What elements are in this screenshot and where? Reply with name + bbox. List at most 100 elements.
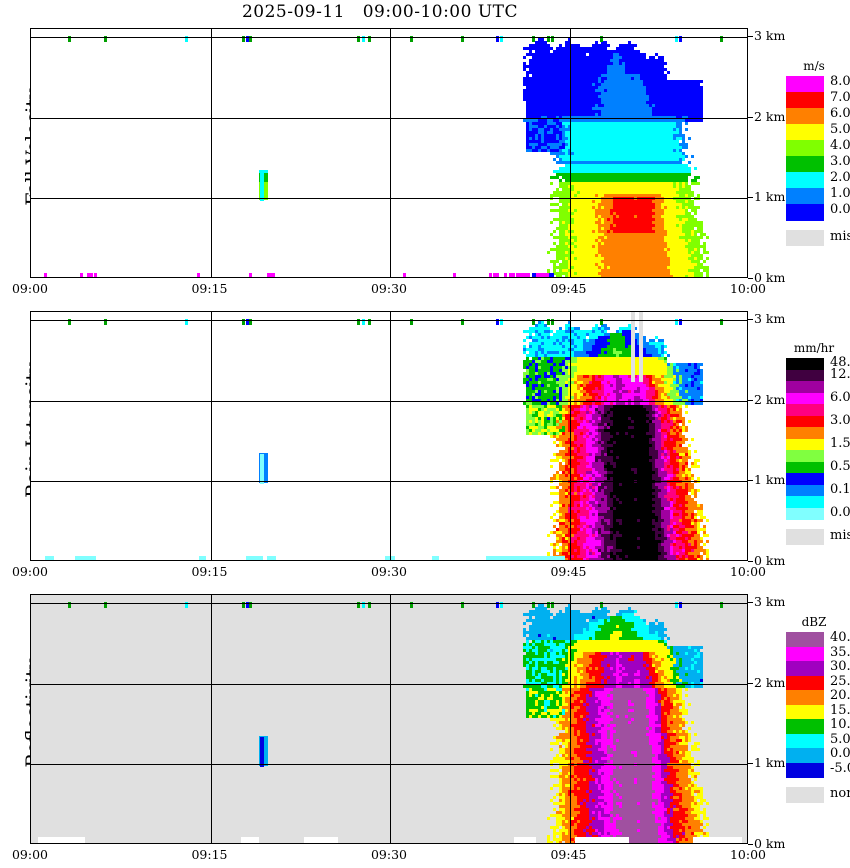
legend-tick-label: 7.0 (830, 90, 850, 105)
legend-swatch (786, 358, 824, 371)
legend-tick-label: 6.0 (830, 389, 850, 405)
legend-swatch (786, 204, 824, 221)
x-tick-label: 09:45 (550, 564, 587, 579)
legend-swatch (786, 733, 824, 749)
legend-swatch (786, 762, 824, 778)
y-tick-mark (748, 682, 753, 684)
figure-title: 2025-09-11 09:00-10:00 UTC (241, 2, 519, 22)
gridline-v-2 (390, 595, 391, 843)
y-tick-mark (748, 116, 753, 118)
gridline-h-3km (31, 320, 747, 321)
legend-swatch (786, 646, 824, 662)
gridline-h-2km (31, 401, 747, 402)
legend-swatch (786, 369, 824, 382)
legend-missing-swatch (786, 787, 824, 803)
legend-tick-label: 5.0 (830, 731, 850, 747)
legend-swatch (786, 438, 824, 451)
legend-tick-label: 0.0 (830, 504, 850, 520)
legend-tick-label: 0.1 (830, 481, 850, 497)
y-tick-label: 1 km (754, 755, 786, 771)
legend-tick-label: -5.0 (830, 760, 850, 776)
legend-swatch (786, 473, 824, 486)
legend-swatch (786, 719, 824, 735)
legend-tick-label: 35.0 (830, 644, 850, 660)
legend-tick-label: 25.0 (830, 673, 850, 689)
gridline-h-3km (31, 603, 747, 604)
y-tick-label: 2 km (754, 674, 786, 690)
y-tick-label: 3 km (754, 311, 786, 327)
legend-swatch (786, 140, 824, 157)
legend-tick-label: 4.0 (830, 138, 850, 153)
legend-tick-label: 40.0 (830, 630, 850, 645)
legend-tick-label: 15.0 (830, 702, 850, 718)
legend-tick-label: 0.0 (830, 202, 850, 217)
radar-data-canvas-rain-intensity (31, 312, 747, 560)
legend-swatch (786, 484, 824, 497)
legend-missing-swatch (786, 529, 824, 545)
legend-tick-label: 1.5 (830, 435, 850, 451)
gridline-v-1 (211, 312, 212, 560)
x-tick-label: 09:00 (11, 281, 49, 296)
legend-tick-label: 0.0 (830, 746, 850, 761)
legend-tick-label: 0.5 (830, 458, 850, 474)
legend-swatch (786, 632, 824, 648)
x-tick-label: 09:30 (370, 847, 408, 862)
legend-tick-label: 8.0 (830, 74, 850, 89)
gridline-v-2 (390, 29, 391, 277)
legend-unit-reflectivity: dBZ (801, 615, 827, 629)
legend-tick-label: 1.0 (830, 186, 850, 201)
legend-missing-label: miss (830, 229, 850, 244)
legend-tick-label: 6.0 (830, 106, 850, 121)
x-tick-label: 09:00 (11, 847, 49, 862)
legend-swatch (786, 427, 824, 440)
x-tick-label: 09:30 (370, 564, 408, 579)
legend-tick-label: 48.0 (830, 355, 850, 370)
y-tick-mark (748, 844, 753, 845)
legend-unit-fall-velocity: m/s (803, 59, 825, 73)
legend-swatch (786, 188, 824, 205)
legend-swatch (786, 461, 824, 474)
legend-unit-rain-intensity: mm/hr (793, 341, 835, 355)
gridline-v-3 (570, 312, 571, 560)
y-tick-mark (748, 399, 753, 401)
x-tick-label: 10:00 (729, 847, 767, 862)
legend-swatch (786, 450, 824, 463)
legend-swatch (786, 381, 824, 394)
y-tick-label: 2 km (754, 108, 786, 124)
y-tick-label: 0 km (754, 836, 786, 851)
legend-swatch (786, 507, 824, 520)
gridline-h-1km (31, 198, 747, 199)
y-tick-mark (748, 197, 753, 199)
gridline-v-3 (570, 595, 571, 843)
gridline-h-2km (31, 118, 747, 119)
y-tick-label: 0 km (754, 270, 786, 285)
gridline-v-2 (390, 312, 391, 560)
legend-swatch (786, 704, 824, 720)
legend-tick-label: 20.0 (830, 688, 850, 703)
radar-data-canvas-fall-velocity (31, 29, 747, 277)
legend-tick-label: 10.0 (830, 717, 850, 732)
legend-swatch (786, 690, 824, 706)
y-tick-mark (748, 602, 753, 604)
legend-missing-label: none (830, 786, 850, 801)
legend-swatch (786, 124, 824, 141)
x-tick-label: 10:00 (729, 564, 767, 579)
legend-tick-label: 3.0 (830, 154, 850, 169)
y-tick-label: 1 km (754, 472, 786, 488)
legend-swatch (786, 92, 824, 109)
legend-tick-label: 12.0 (830, 366, 850, 382)
x-tick-label: 09:30 (370, 281, 408, 296)
legend-swatch (786, 748, 824, 764)
plot-area-fall-velocity (30, 28, 748, 278)
gridline-h-1km (31, 764, 747, 765)
y-tick-mark (748, 278, 753, 279)
legend-tick-label: 3.0 (830, 412, 850, 428)
legend-swatch (786, 392, 824, 405)
x-tick-label: 10:00 (729, 281, 767, 296)
legend-swatch (786, 404, 824, 417)
x-tick-label: 09:00 (11, 564, 49, 579)
legend-swatch (786, 156, 824, 173)
plot-area-rain-intensity (30, 311, 748, 561)
y-tick-mark (748, 36, 753, 38)
